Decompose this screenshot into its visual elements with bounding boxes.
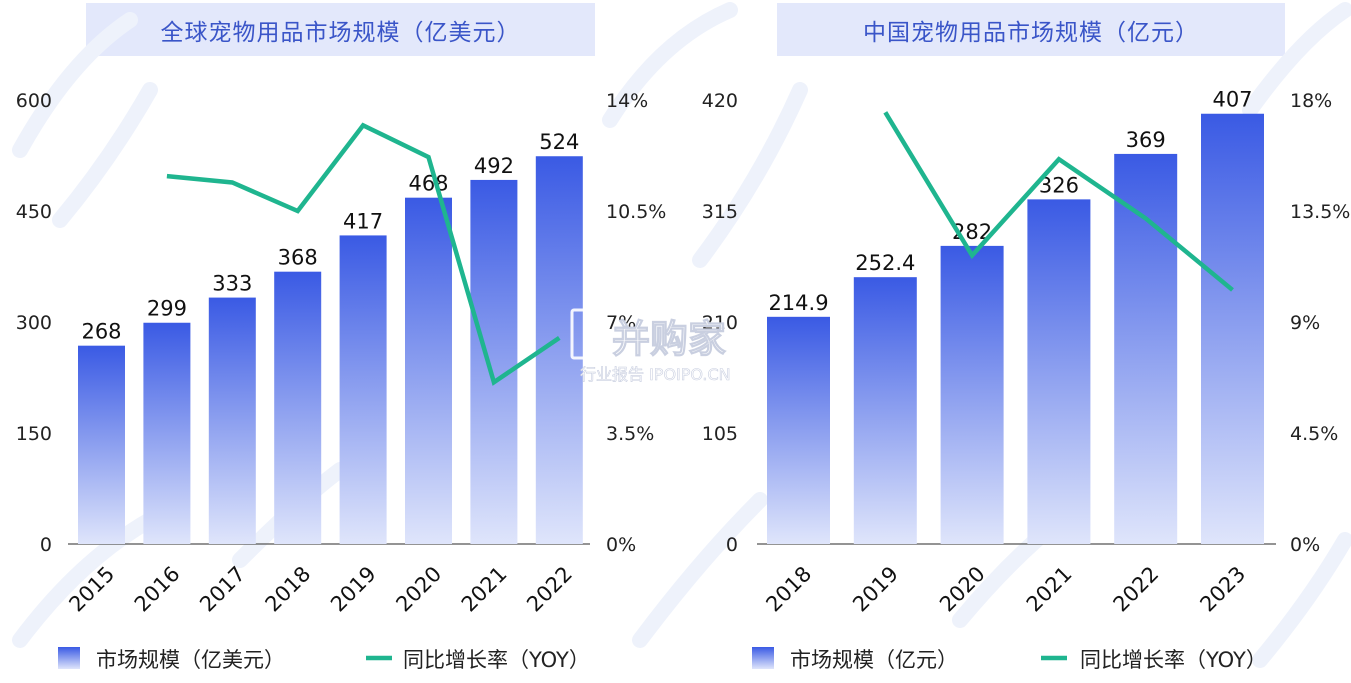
bar-value-label: 369 [1126,128,1166,152]
bar [1201,113,1264,544]
bar-value-label: 333 [212,272,252,296]
y2-tick-label: 18% [1290,90,1332,112]
watermark-sub: 行业报告 IPOIPO.CN [580,365,731,384]
y2-tick-label: 7% [606,312,636,334]
x-tick-label: 2021 [457,562,512,617]
bar [940,245,1004,544]
x-tick-label: 2019 [848,562,903,617]
y-tick-label: 420 [702,90,738,112]
bar [78,345,125,544]
bar [1027,199,1091,544]
x-tick-label: 2020 [391,562,446,617]
bar-value-label: 368 [278,246,318,270]
watermark-logo: 并购家 行业报告 IPOIPO.CN [570,308,731,384]
bar [853,277,917,544]
y-tick-label: 0 [40,534,52,556]
x-tick-label: 2018 [261,562,316,617]
y-tick-label: 150 [16,423,52,445]
y2-tick-label: 13.5% [1290,201,1350,223]
legend-bar-swatch [58,647,80,669]
y2-tick-label: 9% [1290,312,1320,334]
bar-value-label: 299 [147,297,187,321]
bar-value-label: 268 [81,320,121,344]
bar-value-label: 417 [343,209,383,233]
y2-tick-label: 0% [1290,534,1320,556]
bar [339,235,387,545]
x-tick-label: 2023 [1195,562,1250,617]
y2-tick-label: 4.5% [1290,423,1338,445]
bar [274,271,322,544]
y-tick-label: 210 [702,312,738,334]
legend-line-label: 同比增长率（YOY） [403,648,590,672]
bar-value-label: 468 [408,172,448,196]
legend-bar-label: 市场规模（亿元） [790,648,958,672]
y2-tick-label: 3.5% [606,423,654,445]
bar-value-label: 326 [1039,173,1079,197]
bar-value-label: 407 [1212,88,1252,112]
legend-bar-label: 市场规模（亿美元） [96,648,285,672]
chart-china: 0 105 210 315 420 0% 4.5% 9% 13.5% 18% 214.9 2018 25… [702,88,1351,672]
y-tick-label: 315 [702,201,738,223]
x-tick-label: 2018 [761,562,816,617]
chart-title-global: 全球宠物用品市场规模（亿美元） [86,3,595,56]
y2-tick-label: 0% [606,534,636,556]
bar-value-label: 214.9 [768,291,828,315]
bar [470,179,518,545]
bar [767,316,830,544]
bar [208,297,256,544]
bar-value-label: 252.4 [855,251,915,275]
x-tick-label: 2022 [522,562,577,617]
watermark-brand: 并购家 [612,317,726,361]
legend-bar-swatch [752,647,774,669]
bar [405,197,452,544]
legend-line-label: 同比增长率（YOY） [1080,648,1267,672]
bar-value-label: 492 [474,154,514,178]
y-tick-label: 450 [16,201,52,223]
y-tick-label: 0 [726,534,738,556]
x-tick-label: 2017 [195,562,250,617]
y-tick-label: 105 [702,423,738,445]
y2-tick-label: 10.5% [606,201,666,223]
x-tick-label: 2021 [1022,562,1077,617]
x-tick-label: 2022 [1109,562,1164,617]
bar [1114,153,1178,544]
x-tick-label: 2019 [326,562,381,617]
bar-value-label: 524 [539,130,579,154]
chart-title-china: 中国宠物用品市场规模（亿元） [777,3,1285,56]
y-tick-label: 600 [16,90,52,112]
y-tick-label: 300 [16,312,52,334]
bar [143,322,191,544]
y2-tick-label: 14% [606,90,648,112]
x-tick-label: 2016 [130,562,185,617]
chart-global: 01503004506000%3.5%7%10.5%14%26820152992… [16,90,667,672]
